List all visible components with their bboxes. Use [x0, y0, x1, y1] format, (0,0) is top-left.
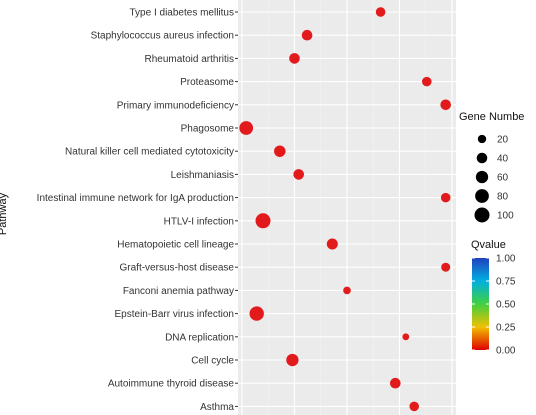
size-legend-label: 40 [497, 154, 509, 165]
size-legend-key [475, 170, 489, 184]
data-point [255, 213, 271, 229]
y-axis-title: Pathway [0, 192, 9, 235]
data-point [326, 238, 338, 250]
size-legend-key [474, 207, 490, 223]
data-point [286, 353, 299, 367]
size-legend-label: 20 [497, 135, 509, 146]
y-tick-label: DNA replication [165, 332, 234, 343]
colorbar-tick-label: 1.00 [496, 254, 516, 265]
data-point [422, 76, 432, 87]
data-point [289, 53, 300, 64]
size-legend-key [476, 152, 488, 164]
qvalue-colorbar [472, 258, 489, 350]
y-tick-label: Primary immunodeficiency [117, 100, 234, 111]
y-tick-label: Type I diabetes mellitus [130, 8, 235, 19]
data-point [440, 192, 451, 203]
y-tick-label: Fanconi anemia pathway [123, 286, 234, 297]
y-tick-label: Cell cycle [191, 356, 234, 367]
y-tick-label: Epstein-Barr virus infection [115, 309, 235, 320]
colorbar-tick-label: 0.50 [496, 300, 516, 311]
data-point [293, 169, 304, 180]
y-tick-label: Asthma [200, 402, 234, 413]
colorbar-tick-label: 0.75 [496, 277, 516, 288]
colorbar-tick-label: 0.00 [496, 346, 516, 357]
data-point [409, 401, 419, 412]
y-tick-label: Autoimmune thyroid disease [108, 379, 235, 390]
data-point [239, 121, 254, 135]
data-point [402, 333, 410, 341]
y-tick-label: Hematopoietic cell lineage [117, 240, 234, 251]
size-legend-label: 80 [497, 192, 509, 203]
size-legend-label: 60 [497, 173, 509, 184]
data-point [343, 286, 351, 295]
y-tick-label: Leishmaniasis [171, 170, 234, 181]
y-tick-label: Staphylococcus aureus infection [91, 31, 234, 42]
color-legend-title: Qvalue [471, 239, 506, 251]
y-tick-label: Proteasome [180, 77, 234, 88]
size-legend-label: 100 [497, 211, 514, 222]
colorbar-tick-label: 0.25 [496, 323, 516, 334]
size-legend-key [477, 134, 487, 144]
data-point [301, 29, 313, 41]
y-tick-label: Natural killer cell mediated cytotoxicit… [65, 147, 234, 158]
data-point [375, 7, 386, 17]
size-legend-title: Gene Numbe [459, 111, 524, 123]
data-point [249, 306, 264, 321]
data-point [390, 377, 401, 389]
y-tick-label: HTLV-I infection [164, 216, 234, 227]
y-tick-label: Phagosome [181, 124, 235, 135]
data-point [441, 262, 451, 272]
size-legend-key [475, 189, 489, 203]
y-tick-label: Graft-versus-host disease [120, 263, 235, 274]
y-tick-label: Intestinal immune network for IgA produc… [37, 193, 234, 204]
data-point [440, 99, 451, 111]
y-tick-label: Rheumatoid arthritis [145, 54, 234, 65]
data-point [274, 145, 286, 157]
